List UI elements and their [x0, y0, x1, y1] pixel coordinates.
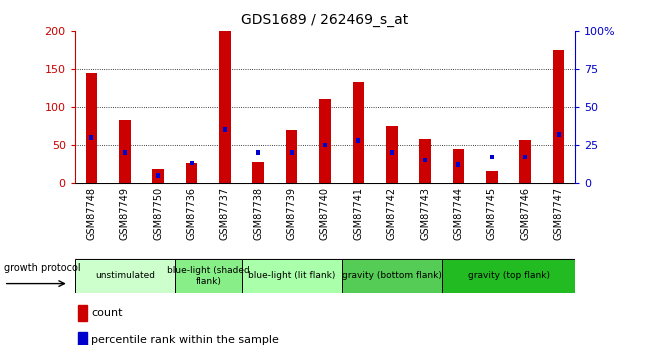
Text: GSM87737: GSM87737 — [220, 187, 230, 240]
Bar — [419, 139, 431, 183]
Bar — [119, 120, 131, 183]
Text: GSM87749: GSM87749 — [120, 187, 130, 240]
Text: GSM87748: GSM87748 — [86, 187, 96, 240]
Text: GSM87746: GSM87746 — [520, 187, 530, 240]
Text: growth protocol: growth protocol — [4, 264, 81, 273]
Text: GSM87744: GSM87744 — [454, 187, 463, 240]
Bar — [556, 132, 560, 137]
Bar — [252, 162, 264, 183]
Bar — [290, 150, 294, 155]
Bar — [286, 130, 298, 183]
Bar — [490, 155, 494, 159]
Bar — [78, 332, 86, 345]
Bar — [75, 259, 175, 293]
Text: GSM87740: GSM87740 — [320, 187, 330, 240]
Text: GSM87745: GSM87745 — [487, 187, 497, 240]
Text: blue-light (lit flank): blue-light (lit flank) — [248, 272, 335, 280]
Bar — [342, 259, 442, 293]
Text: GSM87742: GSM87742 — [387, 187, 396, 240]
Text: GSM87747: GSM87747 — [554, 187, 564, 240]
Text: count: count — [91, 307, 123, 317]
Text: GSM87739: GSM87739 — [287, 187, 296, 240]
Bar — [386, 126, 398, 183]
Bar — [242, 259, 342, 293]
Title: GDS1689 / 262469_s_at: GDS1689 / 262469_s_at — [241, 13, 409, 27]
Bar — [190, 161, 194, 165]
Bar — [152, 169, 164, 183]
Bar — [486, 171, 498, 183]
Bar — [186, 163, 198, 183]
Text: blue-light (shaded
flank): blue-light (shaded flank) — [167, 266, 250, 286]
Text: unstimulated: unstimulated — [95, 272, 155, 280]
Text: GSM87736: GSM87736 — [187, 187, 196, 240]
Bar — [256, 150, 260, 155]
Text: gravity (bottom flank): gravity (bottom flank) — [342, 272, 441, 280]
Bar — [86, 73, 97, 183]
Text: GSM87750: GSM87750 — [153, 187, 163, 240]
Bar — [352, 82, 364, 183]
Bar — [78, 305, 86, 321]
Bar — [519, 140, 531, 183]
Text: GSM87743: GSM87743 — [420, 187, 430, 240]
Bar — [319, 99, 331, 183]
Bar — [442, 259, 575, 293]
Bar — [323, 142, 327, 147]
Text: GSM87741: GSM87741 — [354, 187, 363, 240]
Text: GSM87738: GSM87738 — [254, 187, 263, 240]
Text: gravity (top flank): gravity (top flank) — [467, 272, 549, 280]
Bar — [423, 158, 427, 162]
Bar — [552, 50, 564, 183]
Bar — [90, 135, 94, 140]
Bar — [390, 150, 394, 155]
Bar — [123, 150, 127, 155]
Bar — [223, 127, 227, 132]
Text: percentile rank within the sample: percentile rank within the sample — [91, 335, 279, 345]
Bar — [156, 173, 160, 178]
Bar — [219, 31, 231, 183]
Bar — [175, 259, 242, 293]
Bar — [456, 162, 460, 167]
Bar — [356, 138, 360, 142]
Bar — [523, 155, 527, 159]
Bar — [452, 149, 464, 183]
